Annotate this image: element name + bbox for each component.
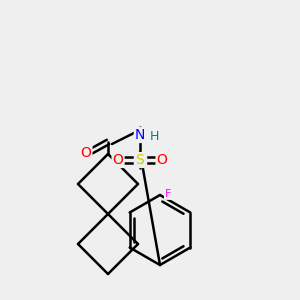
Text: N: N [135, 128, 145, 142]
Text: O: O [112, 153, 123, 167]
Text: S: S [136, 153, 144, 167]
Text: O: O [81, 146, 92, 160]
Text: H: H [149, 130, 159, 143]
Text: O: O [157, 153, 167, 167]
Text: F: F [165, 189, 171, 199]
